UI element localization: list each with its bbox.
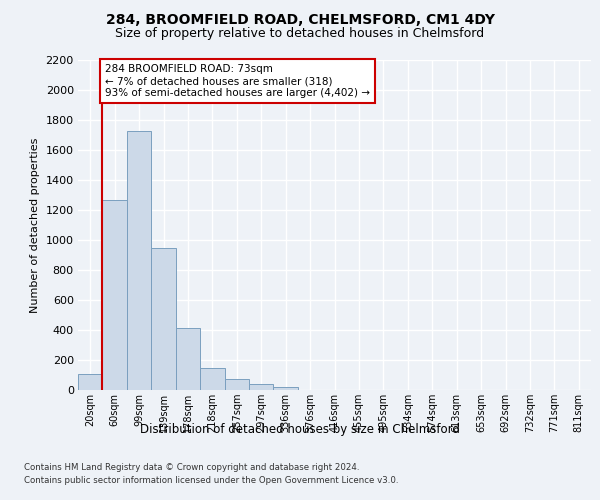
Text: 284 BROOMFIELD ROAD: 73sqm
← 7% of detached houses are smaller (318)
93% of semi: 284 BROOMFIELD ROAD: 73sqm ← 7% of detac…	[105, 64, 370, 98]
Text: Contains HM Land Registry data © Crown copyright and database right 2024.: Contains HM Land Registry data © Crown c…	[24, 462, 359, 471]
Y-axis label: Number of detached properties: Number of detached properties	[30, 138, 40, 312]
Text: Contains public sector information licensed under the Open Government Licence v3: Contains public sector information licen…	[24, 476, 398, 485]
Bar	[103, 200, 127, 390]
Bar	[151, 248, 176, 390]
Bar	[127, 130, 151, 390]
Bar	[78, 374, 103, 390]
Bar	[249, 384, 274, 390]
Bar	[224, 379, 249, 390]
Bar	[274, 386, 298, 390]
Bar	[200, 368, 224, 390]
Bar	[176, 328, 200, 390]
Text: 284, BROOMFIELD ROAD, CHELMSFORD, CM1 4DY: 284, BROOMFIELD ROAD, CHELMSFORD, CM1 4D…	[106, 12, 494, 26]
Text: Distribution of detached houses by size in Chelmsford: Distribution of detached houses by size …	[140, 422, 460, 436]
Text: Size of property relative to detached houses in Chelmsford: Size of property relative to detached ho…	[115, 28, 485, 40]
